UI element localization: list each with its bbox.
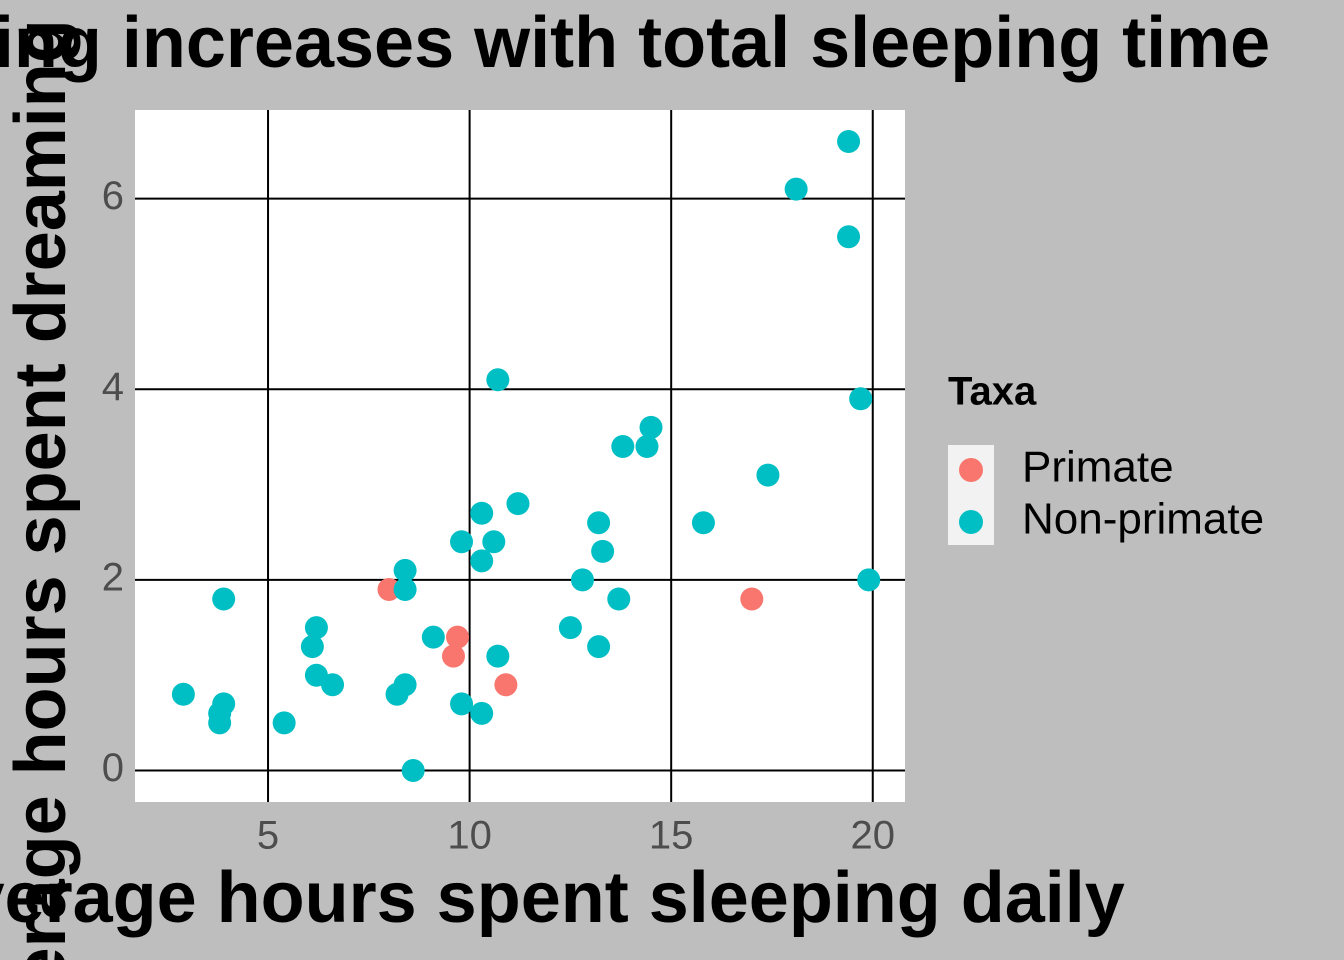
- point: [857, 568, 881, 592]
- point: [570, 568, 594, 592]
- point: [639, 415, 663, 439]
- point: [482, 530, 506, 554]
- point: [849, 387, 873, 411]
- legend-label: Primate: [1022, 443, 1174, 492]
- point: [208, 711, 232, 735]
- point: [591, 539, 615, 563]
- plot-panel: [135, 110, 905, 802]
- y-tick-label: 0: [102, 746, 124, 790]
- point: [272, 711, 296, 735]
- x-tick-label: 10: [447, 814, 492, 858]
- point: [587, 635, 611, 659]
- legend-marker: [959, 458, 983, 482]
- point: [470, 701, 494, 725]
- point: [635, 434, 659, 458]
- point: [446, 625, 470, 649]
- legend-title: Taxa: [948, 370, 1037, 414]
- point: [494, 673, 518, 697]
- point: [421, 625, 445, 649]
- point: [756, 463, 780, 487]
- legend-label: Non-primate: [1022, 495, 1264, 544]
- point: [784, 177, 808, 201]
- point: [837, 129, 861, 153]
- x-tick-label: 15: [649, 814, 694, 858]
- legend-marker: [959, 510, 983, 534]
- y-tick-label: 2: [102, 555, 124, 599]
- point: [486, 644, 510, 668]
- point: [486, 368, 510, 392]
- point: [587, 511, 611, 535]
- point: [321, 673, 345, 697]
- point: [506, 492, 530, 516]
- point: [393, 577, 417, 601]
- x-tick-label: 5: [257, 814, 279, 858]
- point: [441, 644, 465, 668]
- point: [450, 530, 474, 554]
- point: [691, 511, 715, 535]
- point: [611, 434, 635, 458]
- point: [171, 682, 195, 706]
- point: [558, 616, 582, 640]
- point: [470, 549, 494, 573]
- point: [393, 558, 417, 582]
- y-tick-label: 4: [102, 365, 124, 409]
- point: [300, 635, 324, 659]
- y-tick-label: 6: [102, 174, 124, 218]
- point: [470, 501, 494, 525]
- y-axis-label: Average hours spent dreaming daily: [1, 0, 81, 960]
- x-axis-label: Average hours spent sleeping daily: [0, 858, 1125, 938]
- point: [212, 587, 236, 611]
- point: [377, 577, 401, 601]
- point: [450, 692, 474, 716]
- point: [401, 759, 425, 783]
- point: [607, 587, 631, 611]
- point: [837, 225, 861, 249]
- chart-title: Dreaming increases with total sleeping t…: [0, 3, 1270, 83]
- point: [385, 682, 409, 706]
- x-tick-label: 20: [850, 814, 895, 858]
- point: [740, 587, 764, 611]
- point: [304, 616, 328, 640]
